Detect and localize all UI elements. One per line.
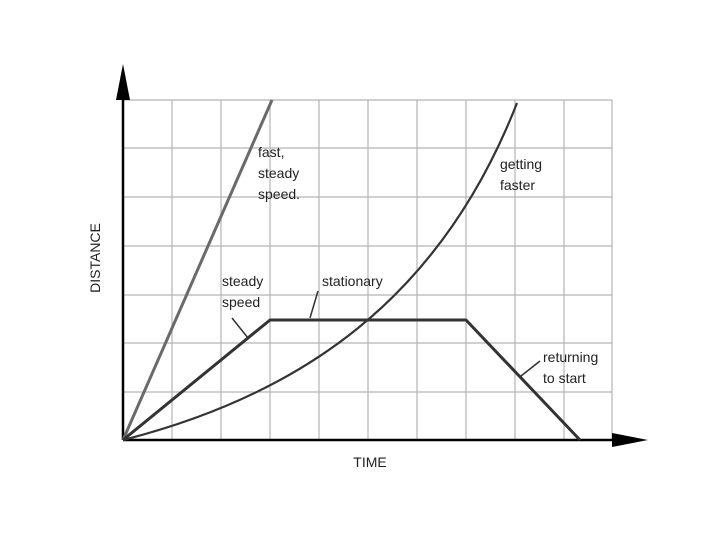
annotation: steady xyxy=(222,273,263,289)
y-axis-label: DISTANCE xyxy=(87,223,103,293)
x-axis-label: TIME xyxy=(353,454,386,470)
annotation: to start xyxy=(543,370,586,386)
annotation: speed xyxy=(222,294,260,310)
annotation: getting xyxy=(500,156,542,172)
annotation: fast, xyxy=(258,144,284,160)
annotation: steady xyxy=(258,165,299,181)
annotation: stationary xyxy=(322,273,383,289)
annotation: speed. xyxy=(258,186,300,202)
annotation: faster xyxy=(500,177,535,193)
annotation: returning xyxy=(543,349,598,365)
axes xyxy=(116,64,648,447)
graph-lines xyxy=(121,99,582,442)
